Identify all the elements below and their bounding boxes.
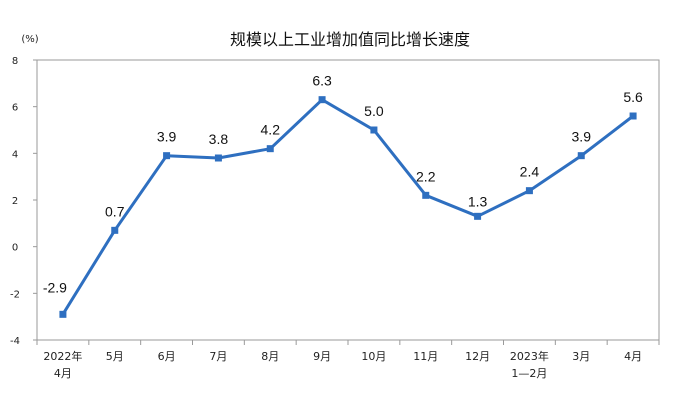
- data-point: [111, 226, 119, 234]
- data-label: 3.8: [209, 131, 229, 147]
- x-tick-label: 12月: [465, 350, 490, 363]
- y-tick-label: 2: [12, 196, 18, 207]
- x-tick-label: 1—2月: [511, 367, 547, 380]
- x-tick-label: 8月: [261, 350, 279, 363]
- data-labels: -2.9 0.7 3.9 3.8 4.2 6.3 5.0 2.2 1.3 2.4 3.9 5.6: [43, 73, 643, 296]
- data-point: [370, 126, 378, 134]
- y-unit-label: (%): [21, 34, 38, 45]
- chart-title: 规模以上工业增加值同比增长速度: [230, 30, 470, 49]
- data-point: [474, 212, 482, 220]
- data-point: [163, 152, 171, 160]
- plot-frame: [36, 59, 660, 341]
- data-label: 1.3: [468, 193, 488, 209]
- y-axis: -4 -2 0 2 4 6 8: [10, 56, 37, 347]
- y-tick-label: 8: [12, 56, 18, 67]
- data-point: [318, 96, 326, 104]
- data-point: [422, 191, 430, 199]
- x-tick-label: 9月: [313, 350, 331, 363]
- x-tick-label: 3月: [572, 350, 590, 363]
- data-point: [266, 145, 274, 153]
- data-label: -2.9: [43, 279, 67, 295]
- x-tick-label: 10月: [361, 350, 386, 363]
- data-point: [214, 154, 222, 162]
- x-tick-label: 4月: [624, 350, 642, 363]
- y-tick-label: -4: [10, 336, 20, 347]
- data-point: [525, 187, 533, 195]
- x-tick-label: 5月: [106, 350, 124, 363]
- y-tick-label: 4: [12, 149, 18, 160]
- data-label: 2.4: [520, 164, 540, 180]
- series-markers: [59, 96, 637, 318]
- x-tick-label: 2023年: [510, 349, 549, 363]
- x-tick-label: 4月: [54, 367, 72, 380]
- data-label: 0.7: [105, 203, 125, 219]
- x-tick-label: 6月: [158, 350, 176, 363]
- data-point: [577, 152, 585, 160]
- x-tick-label: 7月: [209, 350, 227, 363]
- data-point: [59, 310, 67, 318]
- data-label: 5.6: [623, 89, 643, 105]
- x-tick-label: 11月: [413, 350, 438, 363]
- data-label: 4.2: [261, 122, 281, 138]
- x-tick-label: 2022年: [43, 349, 82, 363]
- data-label: 3.9: [157, 129, 177, 145]
- series-line: [61, 98, 635, 316]
- data-point: [629, 112, 637, 120]
- y-tick-label: -2: [10, 289, 20, 300]
- y-tick-label: 0: [12, 243, 18, 254]
- y-tick-label: 6: [12, 103, 18, 114]
- data-label: 6.3: [312, 73, 332, 89]
- x-axis: 2022年 4月 5月 6月 7月 8月 9月 10月 11月 12月 2023年 1—2月 3月 4月: [36, 340, 660, 380]
- data-label: 5.0: [364, 103, 384, 119]
- data-label: 3.9: [572, 129, 592, 145]
- data-label: 2.2: [416, 168, 436, 184]
